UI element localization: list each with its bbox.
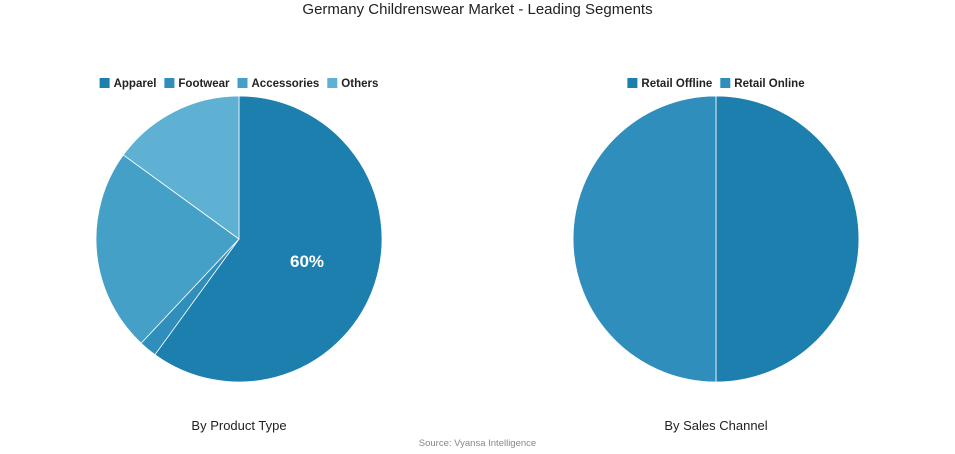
pie-chart-1: 60% Apparel Footwear Accessories Others By Pr… — [95, 78, 383, 433]
legend-label-apparel: Apparel — [114, 78, 157, 90]
legend-label-footwear: Footwear — [178, 78, 230, 90]
data-label-apparel: 60% — [290, 252, 324, 271]
legend-2: Retail Offline Retail Online — [627, 78, 805, 90]
pie-slice-others — [122, 95, 240, 240]
pie-slice-apparel — [154, 95, 383, 383]
chart-subtitle-2: By Sales Channel — [664, 418, 767, 433]
legend-swatch-retail-online — [720, 78, 731, 88]
pie-slice-accessories — [95, 154, 240, 344]
legend-label-accessories: Accessories — [252, 78, 320, 90]
legend-swatch-footwear — [164, 78, 175, 88]
pie-chart-2: Retail Offline Retail Online By Sales Chan… — [572, 78, 860, 433]
chart-subtitle-1: By Product Type — [191, 418, 286, 433]
legend-swatch-apparel — [99, 78, 110, 88]
legend-swatch-retail-offline — [627, 78, 638, 88]
legend-1: Apparel Footwear Accessories Others — [99, 78, 378, 90]
legend-swatch-others — [327, 78, 338, 88]
legend-label-retail-offline: Retail Offline — [641, 78, 712, 90]
legend-label-retail-online: Retail Online — [734, 78, 804, 90]
pie-slice-retail-offline — [715, 95, 860, 383]
legend-swatch-accessories — [237, 78, 248, 88]
pie-slice-retail-online — [572, 95, 717, 383]
legend-label-others: Others — [341, 78, 378, 90]
chart-title: Germany Childrenswear Market - Leading S… — [302, 1, 653, 18]
source-note: Source: Vyansa Intelligence — [418, 438, 537, 449]
